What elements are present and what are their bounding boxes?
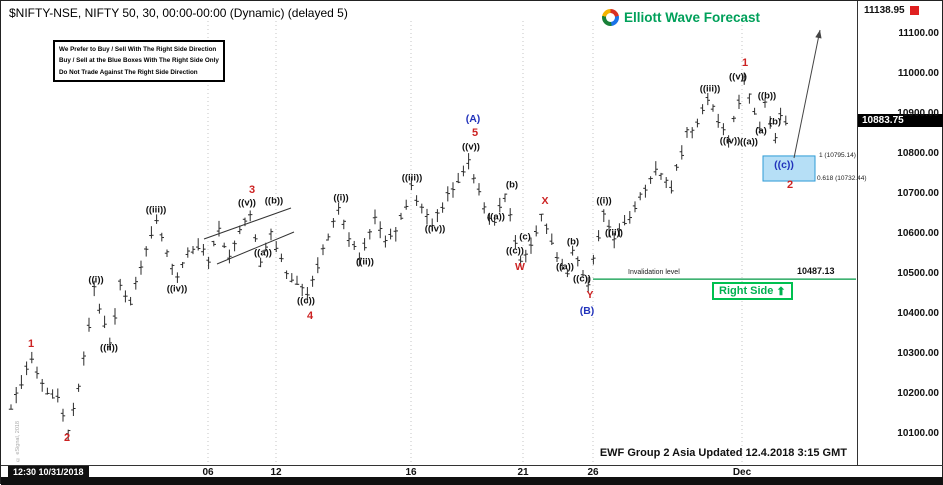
wave-label: 4 (306, 310, 314, 322)
trading-rule-line: Buy / Sell at the Blue Boxes With The Ri… (59, 57, 219, 65)
wave-label: 2 (786, 179, 794, 191)
wave-label: 2 (63, 432, 71, 444)
alert-price-text: 11138.95 (864, 5, 905, 16)
wave-label: W (515, 261, 525, 273)
chart-title: $NIFTY-NSE, NIFTY 50, 30, 00:00-00:00 (D… (9, 6, 348, 20)
wave-label: (c) (519, 231, 531, 243)
wave-label: ((b)) (757, 90, 777, 102)
wave-label: ((iv)) (424, 223, 446, 235)
fib-extension-label-1: 1 (10795.14) (819, 152, 856, 159)
price-axis-label: 11100.00 (898, 28, 939, 39)
wave-label: ((iii)) (699, 83, 721, 95)
wave-label: (b) (566, 236, 580, 248)
time-axis-separator (1, 465, 943, 466)
wave-label: ((v)) (238, 197, 256, 209)
up-arrow-icon: ⬆ (776, 285, 786, 298)
trading-rules-box: We Prefer to Buy / Sell With The Right S… (53, 40, 225, 82)
wave-label: (a) (755, 125, 767, 137)
wave-label: X (541, 195, 549, 207)
esignal-watermark: © eSignal, 2018 (15, 421, 21, 463)
wave-label: ((ii)) (605, 227, 623, 239)
elliott-wave-forecast-logo-icon (602, 9, 619, 26)
wave-label: ((ii)) (100, 342, 118, 354)
wave-label: ((iii)) (145, 204, 167, 216)
wave-label: ((c)) (506, 245, 524, 257)
alert-flag-icon (909, 6, 919, 15)
wave-label: ((v)) (462, 141, 480, 153)
update-credit: EWF Group 2 Asia Updated 12.4.2018 3:15 … (599, 447, 847, 459)
wave-label: ((c)) (297, 295, 315, 307)
invalidation-price: 10487.13 (797, 266, 835, 276)
wave-label: ((a)) (254, 247, 272, 259)
wave-label: ((b)) (264, 195, 284, 207)
wave-label: ((a)) (556, 261, 574, 273)
price-axis-label: 10600.00 (897, 228, 939, 239)
trading-rule-line: Do Not Trade Against The Right Side Dire… (59, 68, 198, 76)
wave-label: ((c)) (774, 159, 794, 171)
brand-name: Elliott Wave Forecast (624, 10, 761, 25)
window-bottom-bar (1, 477, 943, 485)
wave-label: ((iv)) (719, 135, 741, 147)
wave-label: ((i)) (88, 274, 104, 286)
price-axis-label: 10300.00 (897, 348, 939, 359)
price-axis-label: 10500.00 (897, 268, 939, 279)
wave-label: ((ii)) (356, 256, 374, 268)
price-axis-label: 10400.00 (897, 308, 939, 319)
invalidation-level-label: Invalidation level (628, 269, 680, 276)
wave-label: ((c)) (573, 273, 591, 285)
wave-label: ((a)) (487, 211, 505, 223)
price-axis-label: 10100.00 (897, 428, 939, 439)
price-axis-label: 10900.00 (897, 108, 939, 119)
wave-label: 5 (471, 127, 479, 139)
wave-label: 1 (741, 57, 749, 69)
fib-extension-label-0618: 0.618 (10732.44) (817, 175, 867, 182)
wave-label: (b) (505, 179, 519, 191)
wave-label: 1 (27, 338, 35, 350)
wave-label: ((a)) (740, 136, 758, 148)
wave-label: (b) (768, 116, 782, 128)
wave-label: ((iii)) (401, 172, 423, 184)
wave-label: ((i)) (333, 192, 349, 204)
right-side-badge: Right Side ⬆ (712, 282, 793, 300)
wave-label: ((i)) (596, 195, 612, 207)
price-axis[interactable]: 11138.95 10883.75 11100.00 11000.00 10900.… (858, 1, 943, 465)
price-axis-label: 10800.00 (897, 148, 939, 159)
brand: Elliott Wave Forecast (602, 9, 760, 26)
right-side-label: Right Side (719, 285, 774, 297)
wave-label: (A) (465, 113, 481, 125)
trading-rule-line: We Prefer to Buy / Sell With The Right S… (59, 46, 217, 53)
price-axis-separator (857, 1, 858, 465)
alert-price-marker: 11138.95 (864, 5, 919, 16)
wave-label: (B) (579, 305, 595, 317)
price-axis-label: 10700.00 (897, 188, 939, 199)
wave-label: 3 (248, 184, 256, 196)
wave-label: ((v)) (729, 71, 747, 83)
price-axis-label: 10200.00 (897, 388, 939, 399)
price-axis-label: 11000.00 (897, 68, 939, 79)
wave-label: ((iv)) (166, 283, 188, 295)
wave-label: Y (586, 289, 594, 301)
last-price-badge: 10883.75 (858, 113, 943, 127)
